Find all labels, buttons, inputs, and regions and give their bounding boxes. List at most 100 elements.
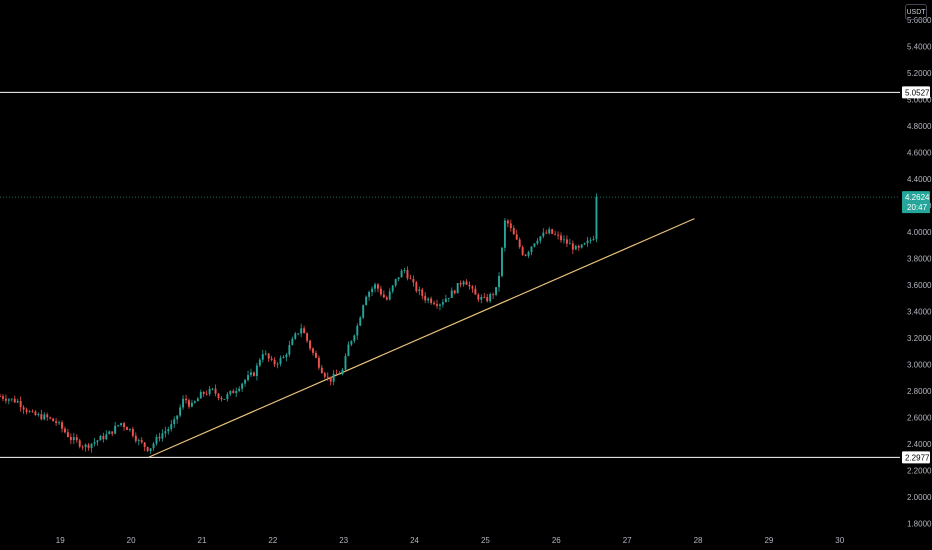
candle-body [126,427,128,430]
candle-body [72,437,75,441]
candle-body [288,345,291,355]
candle-body [208,388,211,395]
candle-body [397,277,400,280]
candle-body [592,239,595,241]
candle-body [403,270,406,271]
y-tick-label: 5.4000 [907,42,932,51]
candles [0,193,598,454]
candle-body [459,283,462,285]
candle-body [49,417,52,419]
time-axis[interactable]: 19 20 21 22 23 24 25 26 27 28 29 30 [56,536,845,545]
candle-body [40,414,43,420]
candle-body [347,344,350,357]
candle-body [533,243,536,247]
candle-body [99,435,102,441]
candle-body [90,443,93,449]
candle-body [22,407,25,410]
candle-body [123,423,125,428]
candle-body [114,425,117,434]
candle-body [267,353,270,359]
candle-body [379,288,382,295]
candle-body [134,435,137,441]
horizontal-levels [0,91,900,458]
candle-body [394,279,397,286]
x-tick-label: 21 [198,536,207,545]
candle-body [554,233,557,235]
candle-body [565,239,568,244]
y-tick-label: 5.6000 [907,16,932,25]
last-price-badge-bg [902,191,930,214]
candle-body [382,294,385,298]
candle-body [524,254,527,256]
candle-body [391,285,394,292]
candle-body [96,440,99,443]
candle-body [179,407,182,416]
candle-body [196,398,199,402]
level-badges: 5.0527 2.2977 [902,86,930,464]
candle-body [149,448,152,452]
candle-body [188,400,190,407]
candle-body [285,354,288,358]
candle-body [161,433,164,439]
candle-body [193,401,196,403]
candle-body [486,297,489,302]
candle-body [46,414,49,418]
x-tick-label: 26 [552,536,561,545]
x-tick-label: 19 [56,536,65,545]
candle-body [406,270,409,279]
candle-body [506,220,509,224]
currency-button[interactable]: USDT [905,4,927,20]
candle-body [512,228,515,235]
candle-body [152,443,155,449]
y-tick-label: 2.4000 [907,440,932,449]
candle-body [483,297,486,298]
candle-body [16,401,19,403]
candle-body [518,239,521,248]
candle-body [0,396,1,397]
candle-body [217,393,220,399]
level-badge-label: 2.2977 [905,453,930,462]
candle-body [28,411,31,413]
candle-body [252,372,255,376]
candle-body [258,359,261,366]
candle-body [143,442,146,448]
candle-body [439,304,441,306]
candle-body [81,446,84,448]
candle-body [335,373,338,375]
candle-body [350,340,353,345]
candle-body [501,247,503,276]
candle-body [545,232,548,234]
candle-body [551,229,554,234]
candle-body [37,414,40,416]
candle-body [250,372,252,376]
candle-body [241,383,244,389]
candle-body [155,436,158,444]
x-tick-label: 23 [339,536,348,545]
candle-body [182,398,185,408]
y-tick-label: 4.6000 [907,148,932,157]
candle-body [235,390,238,394]
candle-body [120,423,123,426]
candle-body [273,359,276,365]
candle-body [586,240,589,244]
candle-body [43,414,46,420]
candle-body [444,298,447,303]
candle-body [471,286,474,289]
candle-body [515,234,518,240]
candle-body [34,411,37,416]
candle-body [66,432,69,438]
candle-body [261,354,264,360]
candle-body [84,444,87,448]
candle-body [424,295,427,301]
candle-body [128,428,131,430]
price-axis[interactable]: 1.8000 2.0000 2.2000 2.4000 2.6000 2.8000 3.00… [907,16,932,529]
candle-body [430,298,433,304]
candle-body [489,294,492,302]
trendline[interactable] [148,218,695,458]
y-tick-label: 3.0000 [907,360,932,369]
candle-body [214,388,217,394]
candle-body [108,431,111,435]
candle-body [527,252,530,256]
candle-body [93,442,96,444]
